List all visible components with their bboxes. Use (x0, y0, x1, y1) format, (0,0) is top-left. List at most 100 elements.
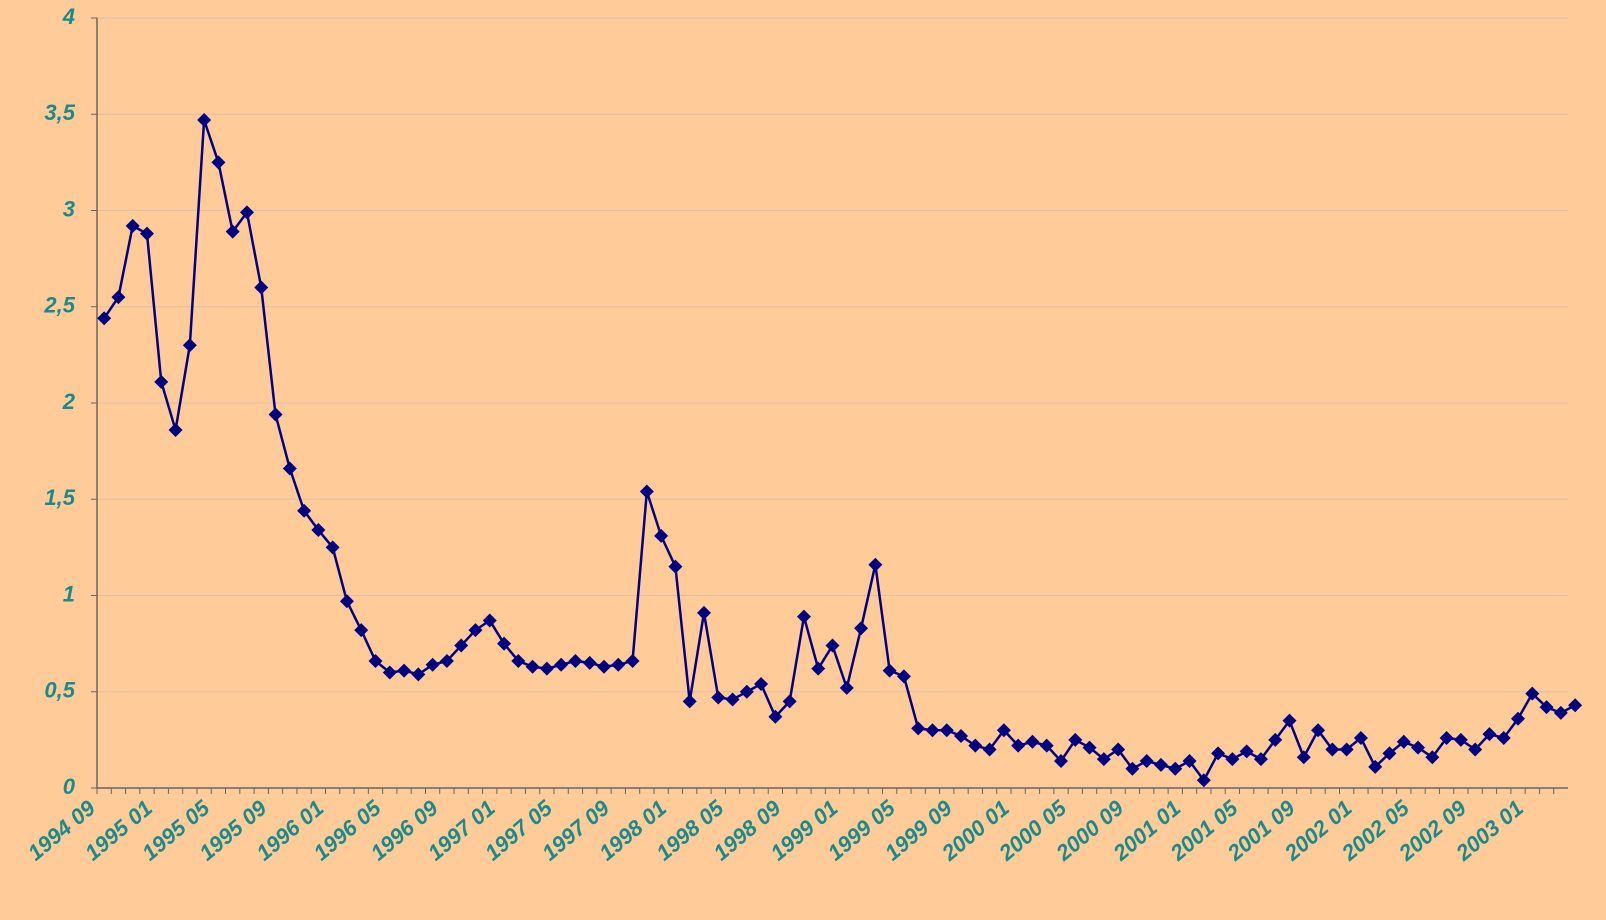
data-point (925, 723, 940, 738)
data-point (1425, 750, 1440, 765)
data-point (1296, 750, 1311, 765)
y-tick-label: 1 (63, 581, 75, 606)
data-point (1268, 732, 1283, 747)
data-point (411, 667, 426, 682)
data-point (882, 663, 897, 678)
data-point (1311, 723, 1326, 738)
y-tick-label: 4 (62, 4, 75, 29)
data-point (725, 692, 740, 707)
data-point (1453, 732, 1468, 747)
data-point (111, 290, 126, 305)
data-point (1111, 742, 1126, 757)
data-point (739, 684, 754, 699)
data-point (1182, 754, 1197, 769)
data-point (1539, 700, 1554, 715)
data-point (211, 155, 226, 170)
data-point (1211, 746, 1226, 761)
data-point (1511, 711, 1526, 726)
data-point (582, 655, 597, 670)
data-point (1525, 686, 1540, 701)
data-point (354, 623, 369, 638)
data-point (1168, 761, 1183, 776)
data-point (1568, 698, 1583, 713)
data-point (382, 665, 397, 680)
data-point (525, 659, 540, 674)
data-point (839, 680, 854, 695)
data-point (968, 738, 983, 753)
data-point (682, 694, 697, 709)
data-point (197, 113, 212, 128)
data-point (368, 653, 383, 668)
data-point (1411, 740, 1426, 755)
data-point (711, 690, 726, 705)
data-point (1282, 713, 1297, 728)
data-point (468, 623, 483, 638)
data-point (439, 653, 454, 668)
data-point (954, 729, 969, 744)
data-point (782, 694, 797, 709)
data-point (454, 638, 469, 653)
data-point (611, 657, 626, 672)
y-tick-label: 0 (63, 774, 76, 799)
data-point (768, 709, 783, 724)
data-point (596, 659, 611, 674)
data-point (1382, 746, 1397, 761)
data-point (1553, 705, 1568, 720)
data-point (1396, 734, 1411, 749)
data-point (1239, 744, 1254, 759)
data-point (1225, 752, 1240, 767)
data-point (854, 621, 869, 636)
data-point (911, 721, 926, 736)
data-point (282, 461, 297, 476)
y-tick-label: 0,5 (44, 678, 75, 703)
data-point (996, 723, 1011, 738)
y-tick-label: 2,5 (43, 293, 75, 318)
data-point (1353, 730, 1368, 745)
y-tick-label: 1,5 (44, 485, 75, 510)
data-point (1482, 727, 1497, 742)
data-point (1096, 752, 1111, 767)
data-point (168, 422, 183, 437)
data-point (1153, 757, 1168, 772)
data-point (868, 557, 883, 572)
data-point (796, 609, 811, 624)
data-point (239, 205, 254, 220)
data-point (754, 677, 769, 692)
data-point (97, 311, 112, 326)
data-point (539, 661, 554, 676)
data-point (1039, 738, 1054, 753)
data-point (1082, 740, 1097, 755)
data-point (668, 559, 683, 574)
data-point (425, 657, 440, 672)
data-point (568, 653, 583, 668)
data-point (896, 669, 911, 684)
data-point (482, 613, 497, 628)
data-point (297, 503, 312, 518)
data-point (139, 226, 154, 241)
data-point (811, 661, 826, 676)
data-point (696, 605, 711, 620)
data-point (1054, 754, 1069, 769)
data-point (1496, 730, 1511, 745)
data-point (1468, 742, 1483, 757)
y-tick-label: 2 (62, 389, 76, 414)
data-point (1025, 734, 1040, 749)
data-point (1253, 752, 1268, 767)
data-point (1339, 742, 1354, 757)
data-point (1011, 738, 1026, 753)
data-point (268, 407, 283, 422)
data-point (339, 594, 354, 609)
data-point (511, 653, 526, 668)
data-point (1439, 730, 1454, 745)
y-tick-label: 3,5 (44, 100, 75, 125)
data-point (325, 540, 340, 555)
y-tick-label: 3 (63, 196, 75, 221)
data-point (939, 723, 954, 738)
data-point (639, 484, 654, 499)
data-point (625, 653, 640, 668)
data-point (1368, 759, 1383, 774)
data-point (982, 742, 997, 757)
data-point (311, 523, 326, 538)
